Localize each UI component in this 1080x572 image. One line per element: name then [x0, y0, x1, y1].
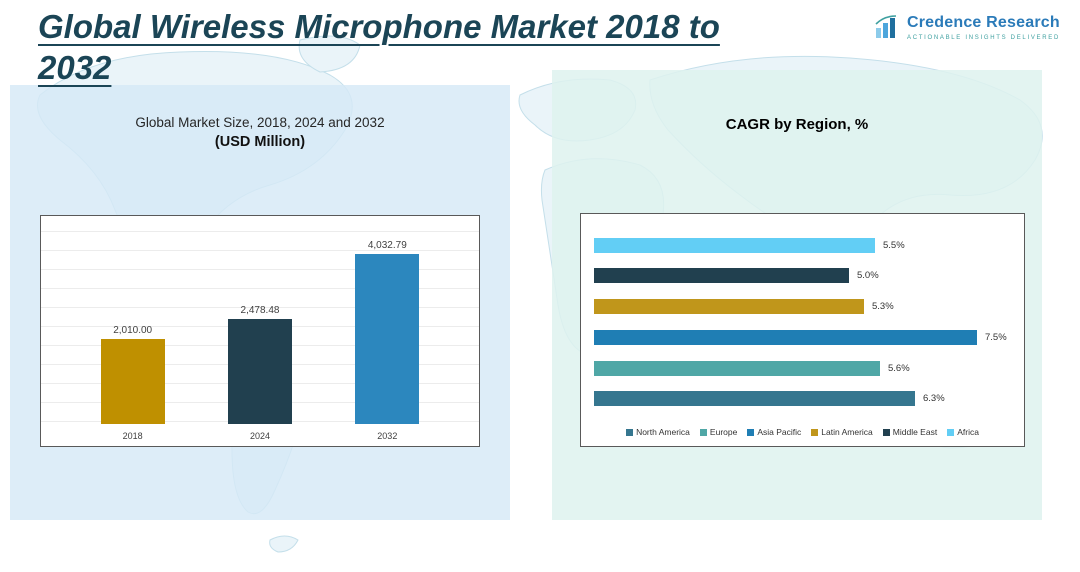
- cagr-bar-row: 5.6%: [594, 360, 1024, 376]
- credence-logo: Credence Research Actionable Insights De…: [874, 14, 1060, 41]
- market-size-bar-2018: [100, 339, 165, 424]
- market-size-bar-2024: [227, 319, 292, 424]
- legend-label: Asia Pacific: [757, 427, 802, 437]
- market-size-chart-subtitle: (USD Million): [214, 134, 306, 150]
- bar-value-label: 7.5%: [985, 331, 1007, 343]
- bar-value-label: 2,010.00: [113, 325, 153, 336]
- legend-item: Latin America: [811, 427, 873, 437]
- cagr-bar-africa: [594, 237, 875, 253]
- market-size-bar-group: 2,478.48 2024: [227, 305, 292, 442]
- market-size-chart-title: Global Market Size, 2018, 2024 and 2032: [135, 115, 385, 130]
- legend-swatch: [747, 428, 755, 436]
- x-axis-label: 2032: [377, 431, 398, 441]
- page-title: Global Wireless Microphone Market 2018 t…: [38, 6, 818, 89]
- bar-value-label: 5.6%: [888, 362, 910, 374]
- legend-label: North America: [636, 427, 690, 437]
- cagr-bars: 5.5% 5.0% 5.3% 7.5% 5.6% 6.3%: [581, 214, 1024, 422]
- cagr-legend: North America Europe Asia Pacific Latin Ame…: [581, 422, 1024, 446]
- logo-text: Credence Research Actionable Insights De…: [907, 14, 1060, 41]
- legend-item: North America: [626, 427, 690, 437]
- market-size-bar-2032: [355, 254, 420, 424]
- legend-swatch: [626, 428, 634, 436]
- bar-value-label: 6.3%: [923, 393, 945, 405]
- cagr-bar-row: 6.3%: [594, 391, 1024, 407]
- legend-label: Europe: [709, 427, 738, 437]
- bar-value-label: 4,032.79: [367, 240, 407, 251]
- legend-item: Europe: [699, 427, 738, 437]
- cagr-chart-panel: CAGR by Region, % 5.5% 5.0% 5.3% 7.5% 5.6% 6.…: [552, 70, 1042, 520]
- legend-swatch: [947, 428, 955, 436]
- cagr-bar-north-america: [594, 391, 915, 407]
- cagr-bar-row: 5.3%: [594, 299, 1024, 315]
- bar-value-label: 5.0%: [857, 270, 879, 282]
- legend-label: Middle East: [892, 427, 938, 437]
- market-size-bar-group: 2,010.00 2018: [100, 325, 165, 442]
- page-title-line1: Global Wireless Microphone Market 2018 t…: [38, 8, 720, 45]
- cagr-bar-asia-pacific: [594, 329, 977, 345]
- market-size-chart-panel: Global Market Size, 2018, 2024 and 2032 …: [10, 85, 510, 520]
- legend-item: Middle East: [882, 427, 938, 437]
- legend-item: Asia Pacific: [747, 427, 801, 437]
- cagr-chart-title: CAGR by Region, %: [725, 116, 869, 133]
- legend-swatch: [882, 428, 890, 436]
- cagr-bar-row: 7.5%: [594, 329, 1024, 345]
- cagr-plot: 5.5% 5.0% 5.3% 7.5% 5.6% 6.3% North America Eu…: [580, 213, 1025, 447]
- market-size-plot: 2,010.00 2018 2,478.48 2024 4,032.79 2032: [40, 215, 480, 447]
- legend-label: Africa: [957, 427, 979, 437]
- legend-label: Latin America: [821, 427, 873, 437]
- cagr-bar-latin-america: [594, 299, 864, 315]
- bar-value-label: 2,478.48: [240, 305, 280, 316]
- logo-tagline: Actionable Insights Delivered: [907, 35, 1060, 41]
- x-axis-label: 2018: [122, 431, 143, 441]
- legend-item: Africa: [947, 427, 979, 437]
- cagr-bar-row: 5.0%: [594, 268, 1024, 284]
- legend-swatch: [811, 428, 819, 436]
- cagr-bar-europe: [594, 360, 880, 376]
- market-size-bars: 2,010.00 2018 2,478.48 2024 4,032.79 2032: [41, 216, 479, 442]
- bar-value-label: 5.5%: [883, 239, 905, 251]
- x-axis-label: 2024: [249, 431, 270, 441]
- market-size-bar-group: 4,032.79 2032: [355, 240, 420, 442]
- cagr-bar-middle-east: [594, 268, 849, 284]
- cagr-bar-row: 5.5%: [594, 237, 1024, 253]
- page-title-line2: 2032: [38, 49, 112, 87]
- logo-bars-icon: [875, 15, 897, 38]
- bar-value-label: 5.3%: [872, 301, 894, 313]
- legend-swatch: [699, 428, 707, 436]
- logo-name: Credence Research: [907, 14, 1060, 31]
